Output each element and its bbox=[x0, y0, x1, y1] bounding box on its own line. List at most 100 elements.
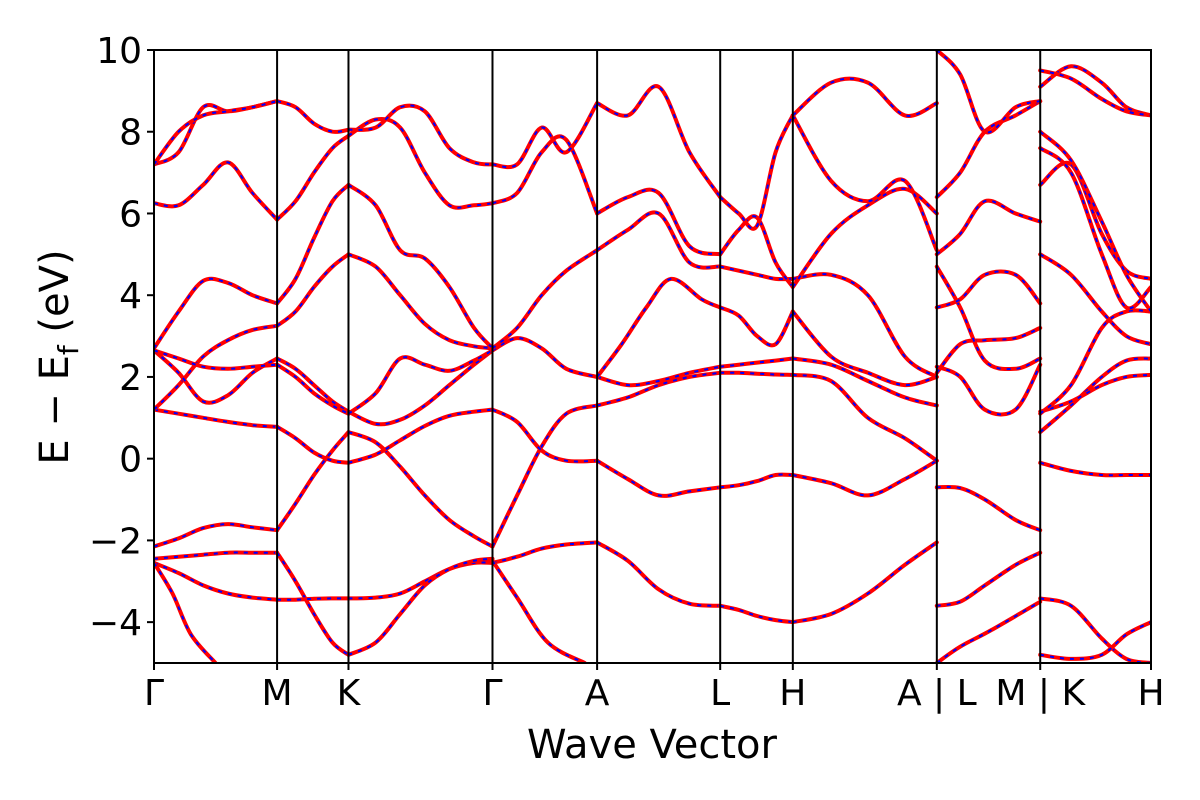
band-wannier-29 bbox=[347, 184, 494, 349]
band-wannier-0 bbox=[154, 523, 278, 548]
band-line-70 bbox=[934, 264, 1043, 372]
band-wannier-28 bbox=[348, 253, 493, 350]
band-dft-44 bbox=[595, 210, 723, 270]
band-wannier-77 bbox=[1040, 621, 1151, 660]
band-line-47 bbox=[595, 276, 723, 379]
band-wannier-42 bbox=[596, 371, 721, 407]
band-dft-46 bbox=[595, 84, 723, 200]
x-tick-label-7: A | L bbox=[897, 673, 977, 714]
band-line-77 bbox=[1038, 620, 1151, 661]
band-line-32 bbox=[490, 403, 600, 549]
band-wannier-57 bbox=[792, 541, 938, 624]
band-line-36 bbox=[490, 336, 600, 379]
band-line-62 bbox=[790, 186, 939, 289]
band-line-9 bbox=[154, 160, 280, 222]
y-tick-label-1: −2 bbox=[89, 521, 142, 562]
band-dft-81 bbox=[1038, 252, 1151, 347]
band-line-37 bbox=[490, 248, 600, 351]
band-dft-42 bbox=[595, 370, 723, 408]
band-dft-56 bbox=[790, 458, 939, 498]
band-dft-32 bbox=[490, 403, 600, 549]
band-wannier-10 bbox=[154, 100, 278, 166]
band-line-54 bbox=[718, 214, 795, 289]
band-dft-27 bbox=[346, 556, 495, 657]
band-dft-80 bbox=[1038, 308, 1151, 416]
band-wannier-27 bbox=[348, 557, 493, 656]
band-wannier-49 bbox=[719, 604, 793, 624]
band-wannier-34 bbox=[492, 541, 598, 564]
band-line-4 bbox=[154, 407, 280, 429]
band-line-79 bbox=[1038, 372, 1151, 414]
band-wannier-3 bbox=[154, 562, 217, 663]
band-line-30 bbox=[346, 116, 495, 210]
band-wannier-56 bbox=[792, 459, 938, 497]
band-dft-45 bbox=[595, 187, 723, 257]
band-wannier-74 bbox=[936, 50, 1041, 134]
x-axis-label: Wave Vector bbox=[527, 722, 778, 768]
band-line-5 bbox=[154, 323, 280, 412]
x-tick-label-3: Γ bbox=[482, 673, 502, 714]
x-tick-label-4: A bbox=[585, 673, 610, 714]
band-line-40 bbox=[595, 458, 723, 498]
band-wannier-31 bbox=[348, 104, 493, 166]
band-wannier-1 bbox=[154, 551, 278, 560]
band-dft-55 bbox=[718, 113, 795, 231]
y-tick-label-7: 10 bbox=[96, 31, 142, 72]
band-dft-63 bbox=[790, 113, 939, 253]
band-dft-11 bbox=[154, 99, 280, 167]
band-line-86 bbox=[1038, 68, 1151, 118]
band-dft-20 bbox=[275, 133, 351, 222]
band-line-72 bbox=[934, 198, 1043, 257]
band-wannier-71 bbox=[936, 270, 1041, 309]
band-line-42 bbox=[595, 370, 723, 408]
band-wannier-82 bbox=[1039, 161, 1151, 280]
band-wannier-55 bbox=[719, 114, 794, 230]
band-dft-57 bbox=[790, 540, 939, 625]
band-dft-2 bbox=[154, 560, 280, 602]
band-line-45 bbox=[595, 187, 723, 257]
band-dft-33 bbox=[490, 407, 600, 464]
band-wannier-30 bbox=[347, 117, 493, 209]
band-wannier-45 bbox=[596, 188, 721, 256]
band-line-67 bbox=[934, 599, 1043, 663]
band-line-28 bbox=[346, 252, 495, 351]
band-wannier-53 bbox=[719, 265, 793, 281]
band-wannier-50 bbox=[720, 371, 793, 376]
band-line-26 bbox=[346, 560, 495, 601]
band-dft-74 bbox=[934, 50, 1043, 135]
band-dft-75 bbox=[1038, 460, 1151, 478]
band-line-12 bbox=[275, 430, 351, 533]
y-axis-label: E − Ef (eV) bbox=[32, 249, 85, 464]
band-wannier-47 bbox=[596, 277, 721, 378]
y-axis-label-main: E − E bbox=[32, 355, 78, 465]
band-wannier-66 bbox=[936, 551, 1041, 607]
band-line-3 bbox=[154, 560, 218, 663]
x-tick-label-8: M | K bbox=[995, 673, 1086, 714]
band-dft-4 bbox=[154, 407, 280, 429]
band-line-35 bbox=[490, 558, 587, 663]
band-line-51 bbox=[718, 356, 795, 369]
band-dft-16 bbox=[275, 356, 351, 414]
band-line-61 bbox=[790, 272, 939, 379]
band-wannier-41 bbox=[596, 541, 721, 607]
band-line-10 bbox=[154, 99, 280, 167]
band-wannier-13 bbox=[276, 552, 350, 656]
band-dft-17 bbox=[275, 362, 351, 416]
band-line-78 bbox=[1038, 356, 1151, 435]
band-wannier-65 bbox=[936, 485, 1041, 532]
band-wannier-40 bbox=[596, 459, 721, 497]
band-wannier-75 bbox=[1039, 461, 1151, 477]
band-line-0 bbox=[154, 522, 280, 549]
band-line-53 bbox=[718, 264, 795, 282]
band-wannier-79 bbox=[1039, 373, 1151, 413]
band-wannier-15 bbox=[276, 425, 349, 464]
kpoint-lines-layer bbox=[276, 50, 1042, 663]
band-dft-10 bbox=[154, 99, 280, 167]
band-line-69 bbox=[934, 325, 1043, 375]
band-wannier-48 bbox=[720, 473, 793, 489]
band-line-8 bbox=[154, 276, 280, 351]
band-wannier-73 bbox=[936, 100, 1041, 198]
band-wannier-85 bbox=[1039, 65, 1151, 117]
band-line-23 bbox=[346, 407, 495, 465]
band-line-11 bbox=[154, 99, 280, 167]
